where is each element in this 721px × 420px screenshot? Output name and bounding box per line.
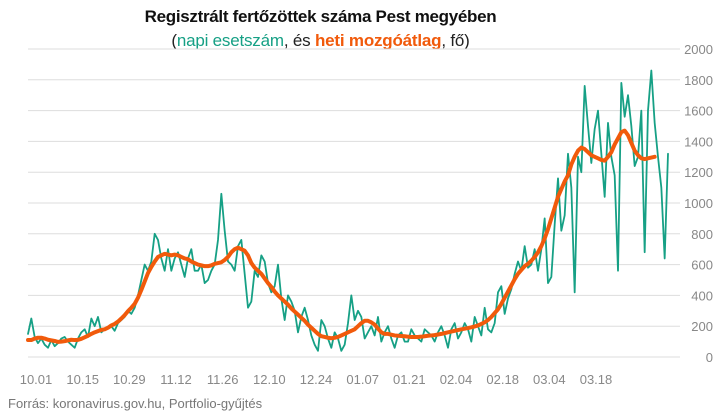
x-tick-label-10.29: 10.29 [113, 372, 146, 387]
y-tick-label-1000: 1000 [684, 196, 713, 211]
series-moving-average-line [26, 128, 657, 344]
source-note: Forrás: koronavirus.gov.hu, Portfolio-gy… [8, 396, 263, 411]
subtitle-open: ( [171, 31, 177, 50]
x-axis-ticks: 10.01 10.15 10.29 11.12 11.26 12.10 12.24 01.07… [20, 372, 613, 387]
series-layer [26, 69, 669, 352]
y-tick-label-1200: 1200 [684, 165, 713, 180]
subtitle-mid: , és [283, 31, 315, 50]
series-daily-line [27, 69, 669, 352]
x-tick-label-01.21: 01.21 [393, 372, 426, 387]
x-tick-label-11.12: 11.12 [160, 372, 192, 387]
x-tick-label-10.01: 10.01 [20, 372, 53, 387]
legend-average-label: heti mozgóátlag [314, 31, 442, 50]
y-tick-label-1600: 1600 [684, 104, 713, 119]
legend-daily-label: napi esetszám [176, 31, 284, 50]
x-tick-label-02.04: 02.04 [440, 372, 473, 387]
x-tick-label-11.26: 11.26 [207, 372, 239, 387]
y-tick-label-600: 600 [691, 258, 713, 273]
x-tick-label-12.10: 12.10 [253, 372, 286, 387]
y-tick-label-2000: 2000 [684, 42, 713, 57]
gridlines [28, 48, 680, 358]
y-axis-ticks: 0 200 400 600 800 1000 1200 1400 1600 1800 2000 [684, 42, 713, 365]
x-tick-label-12.24: 12.24 [300, 372, 333, 387]
y-tick-label-400: 400 [691, 288, 713, 303]
y-tick-label-200: 200 [691, 319, 713, 334]
y-tick-label-1400: 1400 [684, 134, 713, 149]
y-tick-label-800: 800 [691, 227, 713, 242]
x-tick-label-03.04: 03.04 [533, 372, 566, 387]
subtitle-close: , fő) [441, 31, 470, 50]
x-tick-label-01.07: 01.07 [346, 372, 379, 387]
x-tick-label-10.15: 10.15 [66, 372, 99, 387]
y-tick-label-0: 0 [706, 350, 713, 365]
chart-title: Regisztrált fertőzöttek száma Pest megyé… [144, 7, 497, 26]
x-tick-label-02.18: 02.18 [486, 372, 519, 387]
chart-subtitle: (napi esetszám, és heti mozgóátlag, fő) [0, 31, 641, 51]
y-tick-label-1800: 1800 [684, 73, 713, 88]
x-tick-label-03.18: 03.18 [580, 372, 613, 387]
